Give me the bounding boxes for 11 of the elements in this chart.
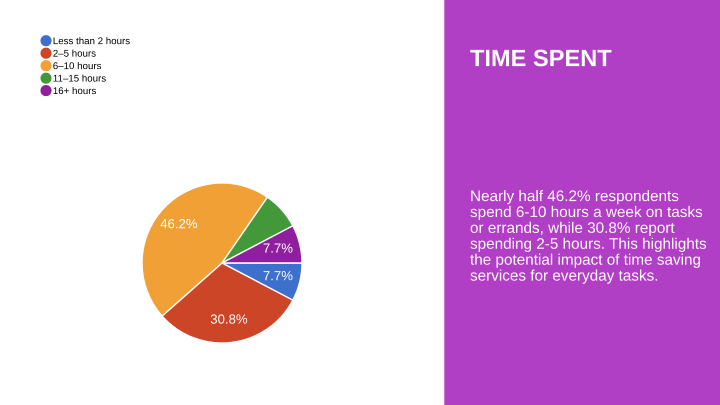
text: Nearly half 46.2% respondents spend 6-10 hours a week on tasks or errands, while 30.8% report spending 2-5 hours. This highlights the potential impact of time saving services for everyday tasks. — [470, 190, 706, 284]
legend-label: 11–15 hours — [54, 74, 106, 82]
data-label: 7.7% — [264, 271, 292, 280]
data-label: 7.7% — [264, 243, 292, 253]
legend-label: 2–5 hours — [53, 50, 96, 57]
legend-label: Less than 2 hours — [54, 37, 130, 44]
text: TIME SPENT — [470, 50, 612, 66]
legend-label: 16+ hours — [54, 86, 96, 94]
data-label: 46.2% — [160, 219, 198, 228]
legend-label: 6–10 hours — [53, 62, 102, 70]
data-label: 30.8% — [210, 314, 248, 324]
